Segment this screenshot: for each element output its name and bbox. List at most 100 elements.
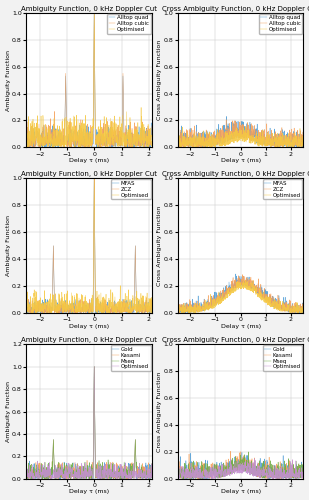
Legend: MFAS, ZCZ, Optimised: MFAS, ZCZ, Optimised	[263, 180, 302, 200]
MFAS	[150, 304, 154, 310]
Mseq	[256, 465, 260, 471]
Optimised	[244, 124, 248, 130]
Optimised	[36, 474, 40, 480]
Mseq	[36, 468, 40, 474]
Alltop cubic	[184, 140, 187, 146]
Y-axis label: Cross Ambiguity Function: Cross Ambiguity Function	[157, 372, 162, 452]
Kasami	[24, 476, 28, 482]
Optimised	[36, 142, 40, 148]
Alltop cubic	[42, 134, 45, 140]
ZCZ	[252, 286, 256, 292]
Alltop quad	[271, 140, 275, 146]
Kasami	[92, 364, 96, 370]
Optimised	[252, 286, 256, 292]
Legend: Gold, Kasami, Mseq, Optimised: Gold, Kasami, Mseq, Optimised	[111, 345, 150, 371]
Optimised	[112, 134, 115, 140]
Legend: Alltop quad, Alltop cubic, Optimised: Alltop quad, Alltop cubic, Optimised	[107, 14, 150, 34]
MFAS	[36, 309, 40, 315]
Line: Mseq: Mseq	[26, 366, 152, 479]
Gold	[112, 474, 115, 480]
Optimised	[249, 286, 253, 292]
X-axis label: Delay τ (ms): Delay τ (ms)	[69, 490, 109, 494]
Alltop cubic	[256, 135, 260, 141]
Alltop cubic	[302, 134, 305, 140]
Alltop cubic	[176, 142, 180, 148]
ZCZ	[36, 308, 40, 314]
Gold	[256, 467, 260, 473]
Optimised	[24, 306, 28, 312]
Line: Kasami: Kasami	[26, 366, 152, 479]
Optimised	[252, 472, 256, 478]
Line: Gold: Gold	[178, 452, 303, 479]
Optimised	[271, 140, 275, 145]
MFAS	[41, 301, 45, 307]
X-axis label: Delay τ (ms): Delay τ (ms)	[221, 490, 260, 494]
Alltop cubic	[150, 123, 154, 129]
MFAS	[69, 301, 72, 307]
Y-axis label: Cross Ambiguity Function: Cross Ambiguity Function	[157, 206, 162, 286]
X-axis label: Delay τ (ms): Delay τ (ms)	[69, 158, 109, 163]
Title: Cross Ambiguity Function, 0 kHz Doppler Cut: Cross Ambiguity Function, 0 kHz Doppler …	[162, 337, 309, 343]
MFAS	[272, 304, 275, 310]
Alltop quad	[302, 142, 305, 148]
MFAS	[184, 304, 188, 310]
Alltop cubic	[249, 126, 253, 132]
Kasami	[272, 473, 275, 479]
Optimised	[184, 309, 188, 315]
Mseq	[69, 474, 73, 480]
Alltop quad	[69, 144, 72, 150]
Alltop quad	[293, 144, 296, 150]
MFAS	[31, 307, 35, 313]
Optimised	[272, 298, 275, 304]
Alltop cubic	[271, 133, 275, 139]
ZCZ	[241, 272, 244, 278]
Y-axis label: Ambiguity Function: Ambiguity Function	[6, 216, 11, 276]
Alltop quad	[24, 132, 28, 138]
Kasami	[36, 468, 40, 474]
Mseq	[249, 462, 253, 468]
Alltop cubic	[31, 144, 34, 150]
Optimised	[182, 476, 186, 482]
Optimised	[253, 456, 256, 462]
ZCZ	[184, 308, 188, 314]
Alltop quad	[41, 136, 45, 141]
Kasami	[249, 470, 253, 476]
Alltop cubic	[37, 135, 40, 141]
Optimised	[97, 476, 101, 482]
Optimised	[69, 130, 73, 136]
Alltop quad	[150, 127, 154, 133]
Kasami	[112, 476, 115, 482]
Line: Optimised: Optimised	[178, 458, 303, 479]
Optimised	[41, 466, 45, 472]
Alltop quad	[284, 132, 288, 138]
Kasami	[252, 468, 256, 474]
Kasami	[31, 474, 35, 480]
Optimised	[244, 277, 248, 283]
Mseq	[176, 472, 180, 478]
Gold	[284, 466, 288, 472]
Kasami	[41, 472, 45, 478]
Optimised	[150, 138, 154, 144]
MFAS	[112, 307, 115, 313]
MFAS	[183, 310, 187, 316]
Kasami	[103, 476, 106, 482]
Optimised	[256, 137, 260, 143]
Kasami	[256, 460, 260, 466]
ZCZ	[256, 286, 260, 292]
Mseq	[247, 449, 251, 455]
Mseq	[252, 468, 256, 474]
Optimised	[24, 125, 28, 131]
ZCZ	[111, 310, 115, 316]
Gold	[302, 474, 305, 480]
Alltop cubic	[24, 141, 28, 147]
Title: Cross Ambiguity Function, 0 kHz Doppler Cut: Cross Ambiguity Function, 0 kHz Doppler …	[162, 6, 309, 12]
Mseq	[43, 476, 47, 482]
MFAS	[285, 306, 288, 312]
Alltop quad	[256, 131, 260, 137]
Line: Alltop quad: Alltop quad	[26, 12, 152, 147]
Alltop cubic	[224, 116, 228, 122]
Alltop cubic	[31, 138, 35, 143]
Kasami	[302, 467, 305, 473]
MFAS	[234, 271, 238, 277]
Optimised	[41, 130, 45, 136]
